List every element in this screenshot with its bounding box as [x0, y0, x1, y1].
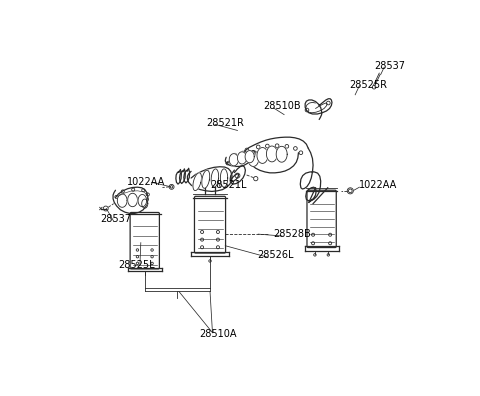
Text: 1022AA: 1022AA: [360, 180, 398, 190]
Polygon shape: [229, 154, 239, 166]
FancyBboxPatch shape: [194, 196, 226, 253]
Polygon shape: [202, 170, 210, 188]
Polygon shape: [128, 193, 137, 207]
Text: 28521L: 28521L: [210, 180, 247, 190]
Polygon shape: [238, 152, 247, 164]
Text: 28525R: 28525R: [349, 80, 387, 90]
Polygon shape: [276, 146, 287, 162]
Text: 28510A: 28510A: [200, 329, 237, 339]
Text: 28537: 28537: [100, 214, 131, 224]
Polygon shape: [248, 150, 259, 166]
Text: 28528B: 28528B: [273, 229, 311, 239]
Text: 28510B: 28510B: [264, 101, 301, 111]
Text: 28526L: 28526L: [258, 251, 294, 261]
Text: 1022AA: 1022AA: [126, 177, 165, 187]
Polygon shape: [211, 169, 218, 187]
Text: 28525L: 28525L: [119, 260, 155, 270]
Polygon shape: [220, 169, 228, 187]
FancyBboxPatch shape: [130, 213, 159, 269]
Polygon shape: [266, 146, 277, 162]
Text: 28521R: 28521R: [206, 118, 244, 128]
Polygon shape: [138, 194, 146, 207]
Circle shape: [348, 189, 352, 193]
FancyBboxPatch shape: [307, 190, 336, 248]
Text: 28537: 28537: [375, 61, 406, 71]
Circle shape: [170, 186, 173, 188]
Polygon shape: [245, 150, 254, 163]
Polygon shape: [117, 194, 127, 207]
Polygon shape: [193, 173, 202, 190]
Polygon shape: [257, 148, 268, 164]
